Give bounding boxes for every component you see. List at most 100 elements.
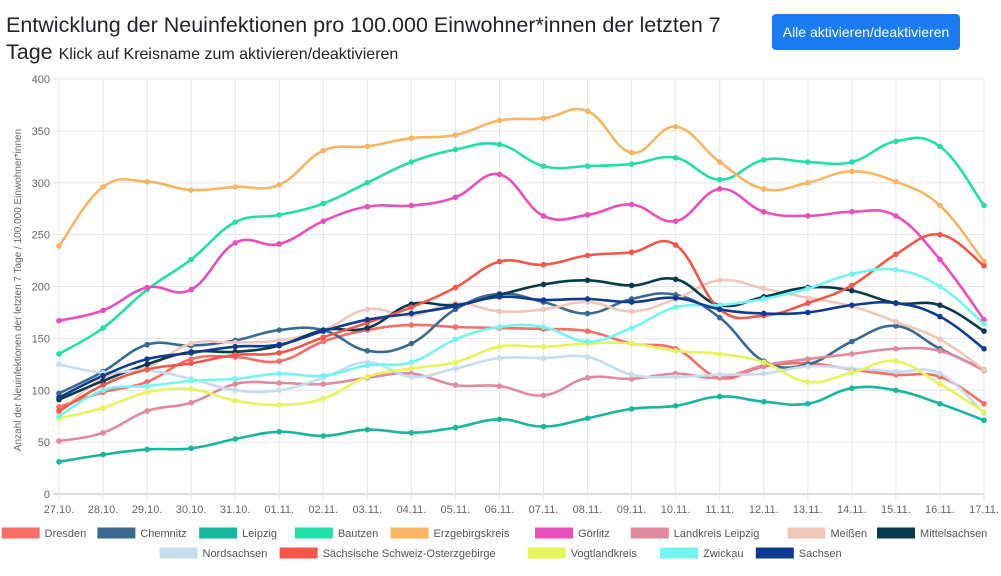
series-lines — [57, 107, 986, 464]
series-2-point — [496, 416, 503, 423]
series-8-point — [584, 277, 591, 284]
legend-swatch — [787, 527, 826, 539]
series-13-point — [276, 341, 283, 348]
series-13-point — [320, 328, 327, 334]
series-4-point — [144, 178, 150, 185]
series-6-point — [849, 351, 855, 357]
series-4-point — [100, 184, 106, 190]
series-5-point — [672, 218, 679, 224]
series-4-point — [188, 187, 194, 193]
series-8-point — [540, 281, 547, 288]
series-7-point — [937, 336, 943, 343]
series-7-point — [496, 308, 503, 315]
series-13-point — [540, 297, 547, 303]
series-11-point — [849, 369, 855, 376]
series-3-point — [893, 138, 899, 145]
series-11-point — [716, 351, 723, 357]
series-9-line — [58, 354, 985, 415]
series-7-point — [893, 318, 899, 325]
series-0-point — [584, 328, 591, 334]
series-11-point — [672, 348, 679, 354]
series-12-point — [100, 387, 106, 394]
series-5-point — [540, 213, 547, 219]
series-2-point — [937, 400, 943, 407]
legend-item-1[interactable]: Chemnitz — [97, 527, 187, 541]
series-5-point — [56, 317, 62, 324]
series-3-point — [232, 219, 238, 225]
series-3-point — [452, 146, 459, 153]
series-9-point — [540, 355, 547, 361]
series-11-point — [188, 386, 194, 393]
series-0-point — [188, 356, 194, 362]
legend-item-4[interactable]: Erzgebirgskreis — [390, 527, 510, 541]
legend-item-6[interactable]: Landkreis Leipzig — [630, 527, 760, 541]
series-7-point — [540, 306, 547, 313]
series-8-point — [981, 328, 987, 334]
series-3-point — [805, 159, 811, 165]
series-13-point — [452, 303, 459, 310]
series-1-line — [58, 292, 985, 395]
x-tick-label: 15.11. — [881, 504, 911, 516]
legend-label: Sächsische Schweiz-Osterzgebirge — [323, 548, 496, 560]
series-9-point — [496, 355, 503, 361]
series-6-point — [452, 382, 459, 388]
series-12-point — [672, 304, 679, 311]
series-12-point — [56, 413, 62, 419]
legend-swatch — [660, 547, 699, 559]
legend-item-9[interactable]: Nordsachsen — [159, 547, 268, 561]
x-tick-label: 07.11. — [529, 504, 559, 516]
series-11-point — [276, 401, 283, 408]
legend-label: Bautzen — [338, 528, 378, 540]
series-12-point — [408, 359, 415, 366]
legend-item-7[interactable]: Meißen — [787, 527, 867, 541]
legend-item-10[interactable]: Sächsische Schweiz-Osterzgebirge — [279, 547, 496, 561]
legend-swatch — [294, 527, 333, 539]
series-4-point — [760, 186, 767, 192]
legend-item-0[interactable]: Dresden — [1, 527, 87, 541]
series-9-point — [805, 363, 811, 370]
legend-item-12[interactable]: Zwickau — [660, 547, 743, 561]
series-10-point — [232, 352, 238, 358]
x-tick-label: 02.11. — [308, 504, 338, 516]
x-tick-label: 11.11. — [705, 504, 734, 516]
series-5-line — [58, 172, 986, 322]
series-13-point — [496, 294, 503, 300]
legend-swatch — [1, 527, 40, 539]
series-2-point — [805, 400, 811, 407]
series-11-point — [628, 340, 635, 347]
series-10-point — [188, 360, 194, 367]
series-3-point — [276, 212, 283, 218]
series-2-point — [144, 446, 150, 453]
legend-item-8[interactable]: Mittelsachsen — [877, 527, 987, 541]
series-10-point — [56, 408, 62, 414]
series-4-line — [57, 107, 986, 263]
series-9-point — [760, 370, 767, 377]
series-10-point — [628, 249, 635, 256]
series-2-point — [56, 459, 62, 465]
series-7-point — [981, 366, 987, 373]
series-1-point — [584, 310, 591, 317]
legend-item-5[interactable]: Görlitz — [535, 527, 610, 541]
series-3-point — [672, 155, 679, 161]
y-tick-label: 100 — [32, 385, 50, 397]
series-8-point — [364, 325, 371, 331]
legend: Dresden Chemnitz Leipzig Bautzen Erzgebirgsk… — [1, 527, 987, 561]
series-2-point — [188, 445, 194, 452]
series-4-point — [452, 132, 459, 138]
x-tick-label: 08.11. — [573, 504, 603, 516]
series-9-point — [232, 387, 238, 394]
series-12-point — [276, 370, 283, 377]
series-13-point — [893, 300, 899, 306]
series-5-point — [937, 256, 943, 263]
legend-item-11[interactable]: Vogtlandkreis — [527, 547, 638, 561]
toggle-all-button[interactable]: Alle aktivieren/deaktivieren — [772, 14, 960, 50]
legend-item-3[interactable]: Bautzen — [294, 527, 378, 541]
legend-swatch — [527, 547, 566, 559]
legend-item-13[interactable]: Sachsen — [755, 547, 842, 561]
series-3-point — [716, 176, 723, 183]
series-13-point — [760, 310, 767, 317]
legend-item-2[interactable]: Leipzig — [199, 527, 277, 541]
series-12-point — [584, 338, 591, 345]
series-6-point — [496, 383, 503, 389]
series-4-point — [849, 168, 855, 175]
